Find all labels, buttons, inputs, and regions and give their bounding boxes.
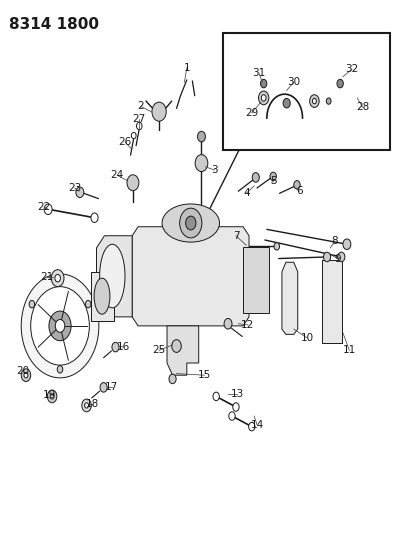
Ellipse shape xyxy=(94,278,110,314)
Polygon shape xyxy=(97,236,132,317)
Circle shape xyxy=(131,132,136,139)
Text: 8: 8 xyxy=(332,236,338,246)
Text: 18: 18 xyxy=(86,399,99,409)
Circle shape xyxy=(324,252,331,262)
Circle shape xyxy=(224,318,232,329)
Circle shape xyxy=(270,172,277,181)
Text: 5: 5 xyxy=(271,175,277,185)
Circle shape xyxy=(21,369,31,382)
Circle shape xyxy=(186,216,196,230)
Text: 3: 3 xyxy=(211,165,218,175)
Text: 20: 20 xyxy=(17,367,30,376)
Circle shape xyxy=(229,412,235,420)
Circle shape xyxy=(180,208,202,238)
Text: 27: 27 xyxy=(132,114,146,124)
Circle shape xyxy=(198,131,205,142)
Circle shape xyxy=(127,175,139,191)
Circle shape xyxy=(112,342,119,352)
Circle shape xyxy=(91,213,98,222)
Circle shape xyxy=(326,98,331,104)
Circle shape xyxy=(343,239,351,249)
Bar xyxy=(91,272,114,320)
Circle shape xyxy=(51,270,64,287)
Circle shape xyxy=(57,366,63,373)
Circle shape xyxy=(252,173,259,182)
Circle shape xyxy=(24,373,28,378)
Text: 8314 1800: 8314 1800 xyxy=(9,17,99,33)
Text: 23: 23 xyxy=(68,183,81,193)
Text: 17: 17 xyxy=(105,382,118,392)
Circle shape xyxy=(312,99,316,104)
Circle shape xyxy=(338,252,345,262)
Text: 30: 30 xyxy=(287,77,300,87)
Text: 28: 28 xyxy=(356,102,369,112)
Polygon shape xyxy=(167,326,199,375)
Circle shape xyxy=(76,187,84,198)
Text: 13: 13 xyxy=(231,389,244,399)
Text: 12: 12 xyxy=(241,320,255,330)
Circle shape xyxy=(47,390,57,403)
Circle shape xyxy=(249,422,255,431)
Circle shape xyxy=(44,204,52,215)
Text: 25: 25 xyxy=(152,345,166,356)
Circle shape xyxy=(233,403,239,411)
Circle shape xyxy=(50,394,54,399)
Circle shape xyxy=(21,274,99,378)
Text: 2: 2 xyxy=(138,101,144,111)
Text: 9: 9 xyxy=(334,254,341,263)
Bar xyxy=(223,33,390,150)
Text: 7: 7 xyxy=(233,231,239,241)
Circle shape xyxy=(136,122,142,130)
Circle shape xyxy=(85,301,91,308)
Circle shape xyxy=(29,301,35,308)
Text: 10: 10 xyxy=(301,333,314,343)
Text: 16: 16 xyxy=(117,342,130,352)
Circle shape xyxy=(169,374,176,384)
Circle shape xyxy=(100,383,107,392)
Text: 22: 22 xyxy=(38,202,51,212)
Circle shape xyxy=(259,91,269,105)
Circle shape xyxy=(49,311,71,341)
Circle shape xyxy=(82,399,91,412)
Circle shape xyxy=(55,319,65,332)
Text: 1: 1 xyxy=(184,63,190,72)
Circle shape xyxy=(261,95,266,101)
Circle shape xyxy=(337,79,343,88)
Circle shape xyxy=(213,392,219,401)
Text: 11: 11 xyxy=(343,345,356,356)
Circle shape xyxy=(31,287,89,365)
Circle shape xyxy=(85,403,89,408)
Circle shape xyxy=(195,155,208,172)
Ellipse shape xyxy=(100,244,125,308)
Circle shape xyxy=(310,95,319,108)
Text: 32: 32 xyxy=(346,64,359,74)
Circle shape xyxy=(283,99,290,108)
Text: 26: 26 xyxy=(119,137,132,147)
Text: 14: 14 xyxy=(250,419,264,430)
Circle shape xyxy=(152,102,166,121)
Text: 31: 31 xyxy=(252,68,266,78)
Circle shape xyxy=(172,340,181,352)
Polygon shape xyxy=(282,262,298,334)
Text: 24: 24 xyxy=(111,171,124,180)
Circle shape xyxy=(294,181,300,189)
Text: 21: 21 xyxy=(40,272,53,282)
Polygon shape xyxy=(132,227,249,326)
Ellipse shape xyxy=(162,204,219,242)
Bar xyxy=(243,247,269,313)
Text: 15: 15 xyxy=(198,370,211,380)
Circle shape xyxy=(261,79,267,88)
Circle shape xyxy=(55,274,60,282)
Text: 4: 4 xyxy=(243,188,249,198)
Text: 19: 19 xyxy=(43,390,56,400)
Text: 29: 29 xyxy=(245,108,259,118)
Text: 6: 6 xyxy=(296,186,303,196)
Circle shape xyxy=(274,243,280,250)
Bar xyxy=(322,260,342,343)
